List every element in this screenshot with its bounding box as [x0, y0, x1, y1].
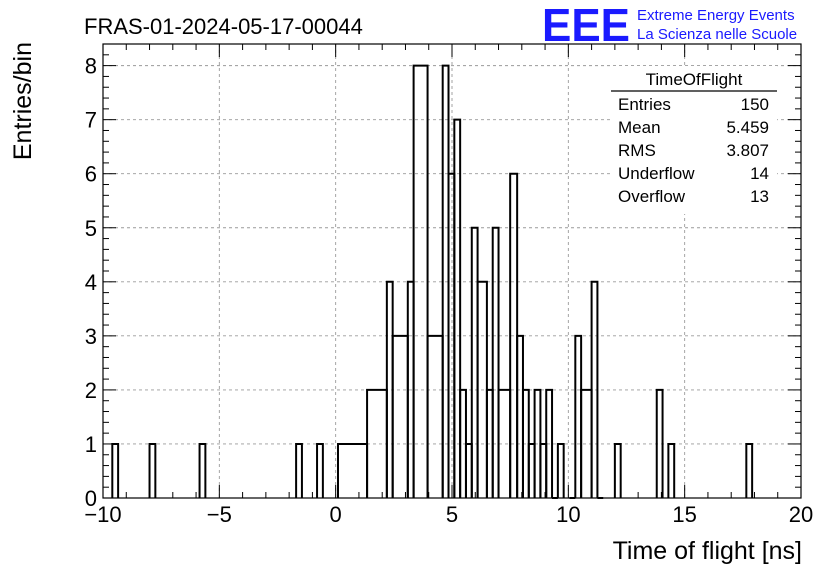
histogram-bin [453, 118, 462, 498]
stats-label-underflow: Underflow [618, 164, 695, 183]
run-title: FRAS-01-2024-05-17-00044 [84, 14, 363, 39]
x-axis-label: Time of flight [ns] [613, 537, 802, 565]
histogram-bin [491, 226, 500, 498]
stats-label-overflow: Overflow [618, 187, 686, 206]
histogram-bin [198, 442, 207, 498]
histogram-bin [295, 442, 303, 498]
histogram-bin [316, 442, 324, 498]
stats-value-entries: 150 [741, 95, 769, 114]
stats-value-overflow: 13 [750, 187, 769, 206]
x-tick-label: 10 [556, 502, 580, 527]
stats-label-entries: Entries [618, 95, 671, 114]
histogram-bin [412, 64, 429, 498]
y-tick-label: 7 [85, 108, 97, 133]
histogram-bin [148, 442, 157, 498]
stats-label-rms: RMS [618, 141, 656, 160]
histogram-bin [745, 442, 754, 498]
y-tick-label: 1 [85, 432, 97, 457]
histogram-bin [613, 442, 622, 498]
y-tick-label: 6 [85, 162, 97, 187]
histogram-bin [545, 388, 554, 498]
x-tick-label: 15 [672, 502, 696, 527]
tick-labels: −10 −5 0 5 10 15 20 0 1 2 3 4 5 6 7 8 [84, 54, 813, 527]
stats-label-mean: Mean [618, 118, 661, 137]
stats-value-mean: 5.459 [726, 118, 769, 137]
stats-value-underflow: 14 [750, 164, 769, 183]
x-tick-label: 5 [446, 502, 458, 527]
histogram-bin [556, 442, 565, 498]
histogram-bars [111, 64, 754, 499]
y-tick-label: 3 [85, 324, 97, 349]
y-tick-label: 2 [85, 378, 97, 403]
histogram-bin [655, 388, 664, 498]
x-tick-label: 20 [789, 502, 813, 527]
x-tick-label: −5 [207, 502, 232, 527]
axis-ticks [102, 43, 802, 499]
histogram-bin [111, 442, 120, 498]
histogram-bin [590, 280, 599, 498]
histogram-bin [366, 388, 388, 498]
y-tick-label: 4 [85, 270, 97, 295]
histogram-bin [391, 334, 409, 498]
y-tick-label: 5 [85, 216, 97, 241]
y-axis-label: Entries/bin [9, 42, 37, 160]
stats-box: TimeOfFlight Entries 150 Mean 5.459 RMS … [611, 66, 777, 214]
histogram-bin [336, 442, 369, 498]
y-tick-label: 8 [85, 54, 97, 79]
y-tick-label: 0 [85, 486, 97, 511]
stats-box-title: TimeOfFlight [646, 70, 743, 89]
stats-value-rms: 3.807 [726, 141, 769, 160]
eee-logo-line1: Extreme Energy Events [637, 7, 795, 24]
histogram-bin [667, 442, 676, 498]
histogram-bin [426, 334, 444, 498]
x-tick-label: 0 [330, 502, 342, 527]
eee-logo: EEE [542, 0, 630, 51]
x-tick-label: −10 [84, 502, 121, 527]
eee-logo-line2: La Scienza nelle Scuole [637, 26, 797, 43]
